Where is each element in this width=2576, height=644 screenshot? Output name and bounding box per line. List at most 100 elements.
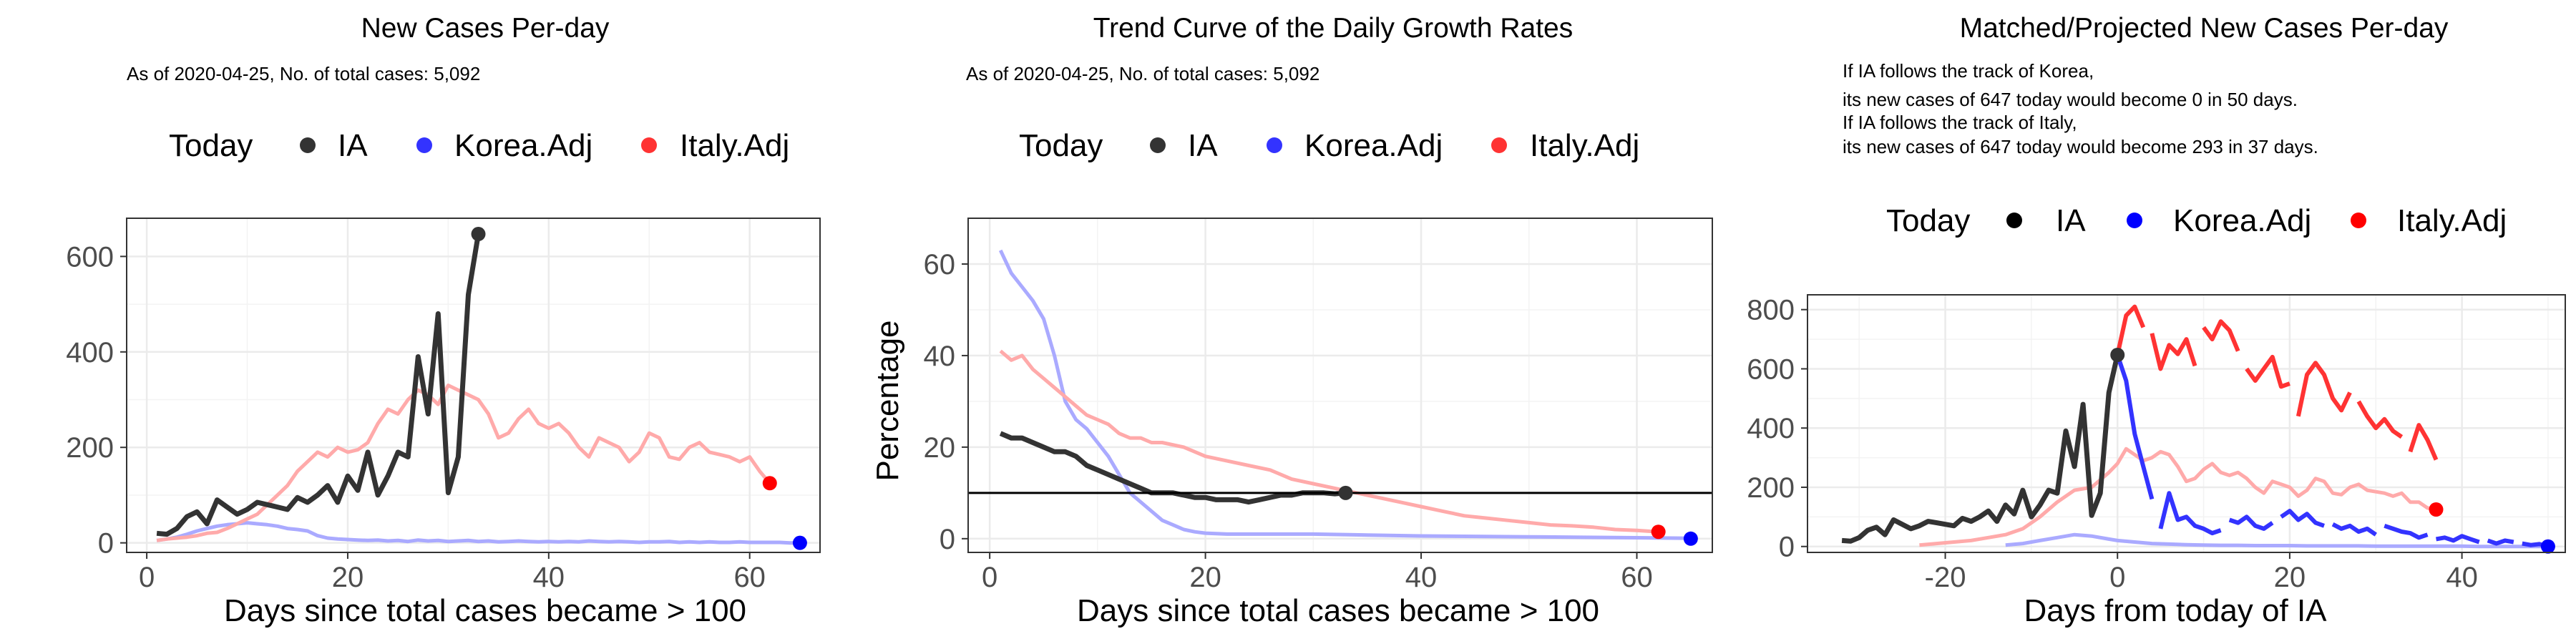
- y-tick-label: 0: [940, 524, 955, 555]
- x-axis-label: Days since total cases became > 100: [224, 593, 746, 628]
- legend-label-italy: Italy.Adj: [680, 128, 789, 163]
- legend-label-korea: Korea.Adj: [454, 128, 592, 163]
- x-axis-label: Days from today of IA: [2024, 593, 2327, 628]
- series-line-korea-adj-projected: [2228, 514, 2274, 531]
- today-point-korea-adj: [1683, 531, 1698, 546]
- chart-title: Trend Curve of the Daily Growth Rates: [1093, 13, 1573, 44]
- series-line-korea-adj-projected: [2435, 534, 2480, 545]
- y-tick-label: 0: [98, 528, 114, 560]
- legend-label-korea: Korea.Adj: [1304, 128, 1443, 163]
- legend-label-ia: IA: [1188, 128, 1218, 163]
- legend-key-korea: [416, 137, 432, 153]
- x-tick-label: -20: [1925, 562, 1966, 593]
- x-tick-label: 0: [982, 562, 997, 593]
- series-line-italy-adj-projected: [2296, 361, 2352, 417]
- plot-background: [968, 218, 1712, 552]
- x-tick-label: 0: [139, 562, 155, 593]
- chart-subtitle-line-2: its new cases of 647 today would become …: [1843, 89, 2298, 110]
- series-line-korea-adj-projected: [2280, 509, 2325, 528]
- series-line-korea-adj-projected: [2487, 538, 2514, 546]
- series-line-italy-adj-projected: [2115, 304, 2146, 356]
- legend-key-ia: [300, 137, 316, 153]
- plot-border: [1807, 294, 2566, 553]
- chart-subtitle: As of 2020-04-25, No. of total cases: 5,…: [966, 63, 1319, 84]
- legend-key-korea: [2127, 213, 2142, 228]
- y-tick-label: 60: [924, 249, 956, 280]
- legend-label-korea: Korea.Adj: [2173, 203, 2311, 238]
- series-line-korea-adj-projected: [2331, 522, 2377, 537]
- legend-key-korea: [1267, 137, 1282, 153]
- legend-title: Today: [1886, 203, 1970, 238]
- today-point-korea-adj: [792, 535, 807, 550]
- series-line-italy-adj-projected: [2202, 319, 2240, 352]
- y-tick-label: 40: [924, 341, 956, 372]
- chart-title: Matched/Projected New Cases Per-day: [1960, 13, 2449, 44]
- series-line-italy-adj-projected: [2408, 423, 2439, 461]
- legend-label-ia: IA: [2056, 203, 2086, 238]
- legend-label-italy: Italy.Adj: [2397, 203, 2507, 238]
- chart-subtitle-line-1: If IA follows the track of Korea,: [1843, 60, 2094, 82]
- today-point-korea-adj: [2540, 539, 2555, 554]
- series-line-ia: [156, 233, 481, 537]
- y-tick-label: 20: [924, 432, 956, 464]
- legend-key-ia: [1150, 137, 1166, 153]
- x-tick-label: 20: [2274, 562, 2306, 593]
- panel-growth-rates: Trend Curve of the Daily Growth Rates As…: [870, 13, 1713, 628]
- y-tick-label: 400: [66, 337, 114, 369]
- plot-border: [967, 218, 1713, 553]
- legend-title: Today: [169, 128, 253, 163]
- plot-background: [1807, 295, 2565, 552]
- plot-area: 0 20 40 60 0 20 40 60: [924, 218, 1713, 593]
- x-tick-label: 60: [1621, 562, 1653, 593]
- legend-key-ia: [2006, 213, 2022, 228]
- x-tick-label: 40: [533, 562, 565, 593]
- today-point-italy-adj: [1651, 525, 1666, 540]
- series-line-italy-adj-projected: [2245, 354, 2290, 389]
- chart-subtitle: As of 2020-04-25, No. of total cases: 5,…: [127, 63, 480, 84]
- series-line-italy-adj-matched: [1919, 447, 2436, 547]
- y-tick-label: 200: [1747, 472, 1795, 504]
- series-line-italy-adj-projected: [2356, 400, 2404, 439]
- series-line-ia: [1841, 354, 2120, 544]
- series-line-italy-adj: [999, 349, 1659, 534]
- chart-subtitle-line-3: If IA follows the track of Italy,: [1843, 112, 2077, 133]
- plot-border: [126, 218, 821, 553]
- series-line-korea-adj: [998, 249, 1691, 540]
- y-tick-label: 200: [66, 432, 114, 464]
- legend-label-ia: IA: [338, 128, 368, 163]
- x-tick-label: 40: [1405, 562, 1438, 593]
- today-point-italy-adj: [2429, 502, 2444, 517]
- today-point-ia: [2110, 348, 2125, 362]
- x-tick-label: 20: [1189, 562, 1221, 593]
- series-line-korea-adj: [156, 521, 800, 545]
- y-tick-label: 600: [66, 241, 114, 273]
- legend-key-italy: [641, 137, 657, 153]
- y-axis-label: Percentage: [870, 320, 905, 481]
- y-tick-label: 600: [1747, 353, 1795, 385]
- panel-projected: Matched/Projected New Cases Per-day If I…: [1747, 13, 2566, 628]
- legend: Today IA Korea.Adj Italy.Adj: [1019, 128, 1639, 163]
- legend-title: Today: [1019, 128, 1103, 163]
- x-tick-label: 0: [2109, 562, 2125, 593]
- legend-key-italy: [2351, 213, 2366, 228]
- series-line-korea-adj-matched: [2005, 532, 2548, 549]
- legend: Today IA Korea.Adj Italy.Adj: [169, 128, 789, 163]
- legend: Today IA Korea.Adj Italy.Adj: [1886, 203, 2507, 238]
- legend-key-italy: [1491, 137, 1507, 153]
- x-tick-label: 60: [733, 562, 766, 593]
- y-tick-label: 0: [1779, 532, 1795, 563]
- x-axis-label: Days since total cases became > 100: [1077, 593, 1599, 628]
- series-line-korea-adj-projected: [2384, 523, 2429, 540]
- x-tick-label: 20: [332, 562, 364, 593]
- series-line-korea-adj-projected: [2115, 354, 2155, 500]
- series-line-italy-adj-projected: [2150, 333, 2197, 371]
- y-tick-label: 400: [1747, 413, 1795, 444]
- y-tick-label: 800: [1747, 295, 1795, 326]
- legend-label-italy: Italy.Adj: [1530, 128, 1639, 163]
- panel-new-cases: New Cases Per-day As of 2020-04-25, No. …: [66, 13, 821, 628]
- chart-title: New Cases Per-day: [361, 13, 610, 44]
- today-point-italy-adj: [762, 476, 777, 491]
- x-tick-label: 40: [2446, 562, 2478, 593]
